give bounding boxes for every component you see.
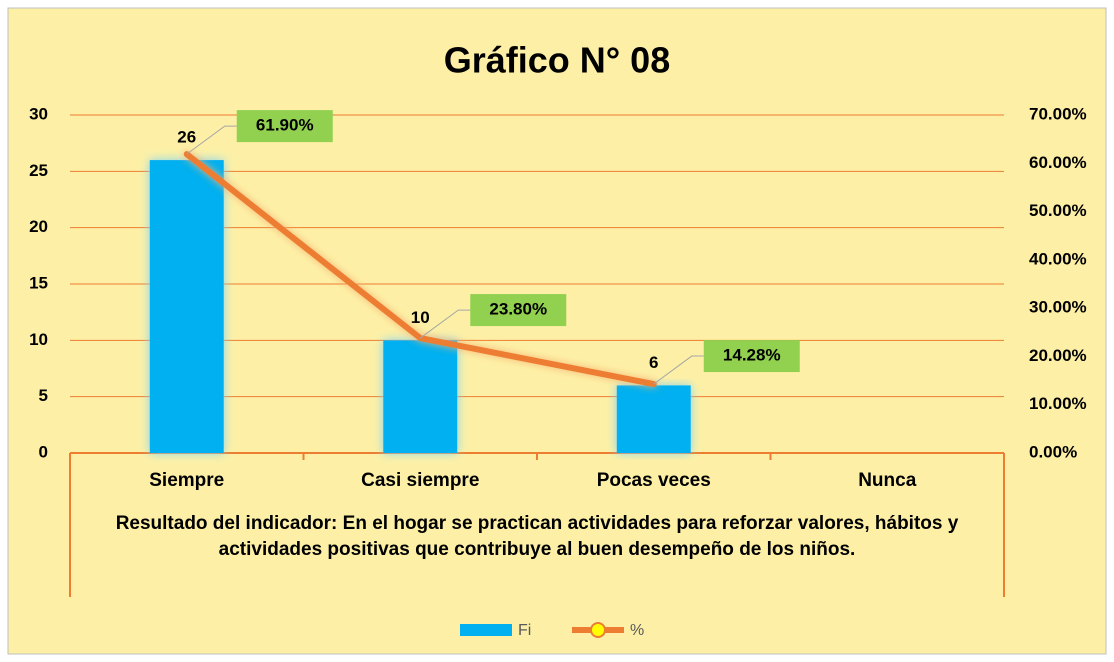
bar-value-label: 6 [649,353,658,372]
legend-label: % [630,622,644,639]
legend-swatch [460,624,512,636]
bar-value-label: 26 [177,128,196,147]
x-tick-label: Casi siempre [361,470,479,491]
bar [383,340,458,453]
bar-value-label: 10 [411,308,430,327]
legend-label: Fi [518,622,531,639]
y2-tick-label: 60.00% [1029,153,1087,172]
y2-tick-label: 50.00% [1029,201,1087,220]
data-label-box [236,110,333,143]
y-tick-label: 15 [29,273,48,292]
y-tick-label: 25 [29,161,48,180]
y2-tick-label: 20.00% [1029,346,1087,365]
leader-line [186,125,237,155]
y-tick-label: 10 [29,330,48,349]
data-label: 61.90% [256,116,314,135]
leader-line [653,355,704,385]
x-tick-label: Nunca [858,470,917,491]
x-tick-label: Pocas veces [597,470,711,491]
chart-title: Gráfico N° 08 [444,40,670,81]
data-label-box [470,294,567,327]
legend-marker [590,622,606,638]
y-tick-label: 20 [29,217,48,236]
y2-tick-label: 40.00% [1029,249,1087,268]
y2-tick-label: 30.00% [1029,298,1087,317]
x-tick-label: Siempre [149,470,224,491]
y2-tick-label: 70.00% [1029,104,1087,123]
data-label: 23.80% [489,300,547,319]
y-tick-label: 30 [29,104,48,123]
bar [616,385,691,453]
y-tick-label: 5 [39,386,48,405]
y2-tick-label: 0.00% [1029,442,1077,461]
x-axis-label: Resultado del indicador: En el hogar se … [115,513,959,560]
y2-tick-label: 10.00% [1029,394,1087,413]
data-label-box [703,340,800,373]
bar [149,160,224,454]
y-tick-label: 0 [39,442,48,461]
data-label: 14.28% [723,346,781,365]
leader-line [419,309,471,339]
